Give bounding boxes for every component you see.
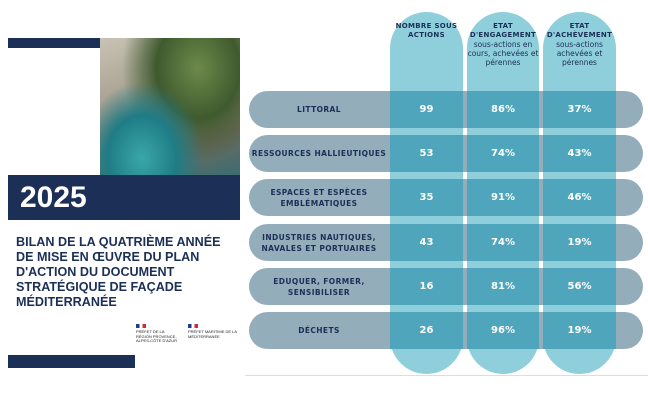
cell-achevement: 43% — [567, 148, 592, 159]
cell-background — [467, 135, 539, 172]
row-label: LITTORAL — [297, 105, 341, 114]
report-cover: 2025 BILAN DE LA QUATRIÈME ANNÉE DE MISE… — [8, 38, 240, 368]
divider — [245, 375, 648, 376]
row-label: ESPACES ET ESPÈCES EMBLÉMATIQUES — [270, 187, 368, 208]
cell-achevement: 19% — [567, 325, 592, 336]
cell-achevement: 46% — [567, 192, 592, 203]
cell-background — [467, 179, 539, 216]
cell-count: 43 — [419, 237, 434, 248]
cell-achevement: 37% — [567, 104, 592, 115]
cell-background — [390, 312, 463, 349]
cell-background — [390, 179, 463, 216]
row-label: DÉCHETS — [298, 326, 340, 335]
cell-count: 16 — [419, 281, 434, 292]
column-header: NOMBRE SOUS ACTIONS — [395, 22, 458, 39]
cell-achevement: 56% — [567, 281, 592, 292]
logo-prefet-region: PRÉFET DE LA RÉGION PROVENCE-ALPES-CÔTE … — [136, 324, 181, 344]
column-header: ETAT D'ENGAGEMENT sous-actions en cours, … — [467, 22, 539, 67]
cover-bottom-bar — [8, 355, 135, 368]
cover-top-bar — [8, 38, 100, 48]
cell-background — [390, 268, 463, 305]
cell-background — [467, 268, 539, 305]
cell-background — [390, 91, 463, 128]
cell-count: 53 — [419, 148, 434, 159]
cell-background — [390, 224, 463, 261]
coastline-photo — [100, 38, 240, 188]
cell-background — [543, 135, 616, 172]
row-label: INDUSTRIES NAUTIQUES, NAVALES ET PORTUAI… — [261, 232, 377, 253]
row-label: RESSOURCES HALLIEUTIQUES — [251, 149, 387, 158]
cell-background — [543, 91, 616, 128]
row-label: EDUQUER, FORMER, SENSIBILISER — [273, 276, 365, 297]
cell-background — [543, 312, 616, 349]
cell-engagement: 86% — [491, 104, 515, 115]
cell-count: 35 — [419, 192, 434, 203]
cell-background — [543, 224, 616, 261]
cover-title: BILAN DE LA QUATRIÈME ANNÉE DE MISE EN Œ… — [16, 235, 221, 309]
cell-achevement: 19% — [567, 237, 592, 248]
cell-engagement: 74% — [491, 148, 515, 159]
cell-engagement: 96% — [491, 325, 515, 336]
cell-background — [467, 312, 539, 349]
cell-engagement: 91% — [491, 192, 515, 203]
cell-engagement: 81% — [491, 281, 515, 292]
cell-background — [467, 224, 539, 261]
logo-prefet-maritime: PRÉFET MARITIME DE LA MÉDITERRANÉE — [188, 324, 238, 339]
cell-background — [467, 91, 539, 128]
cell-count: 99 — [419, 104, 434, 115]
cell-background — [543, 179, 616, 216]
marianne-flag-icon — [136, 324, 146, 328]
marianne-flag-icon — [188, 324, 198, 328]
cover-year: 2025 — [8, 175, 240, 220]
cell-engagement: 74% — [491, 237, 515, 248]
cell-background — [543, 268, 616, 305]
column-header: ETAT D'ACHÈVEMENT sous-actions achevées e… — [546, 22, 613, 67]
cell-count: 26 — [419, 325, 434, 336]
cell-background — [390, 135, 463, 172]
